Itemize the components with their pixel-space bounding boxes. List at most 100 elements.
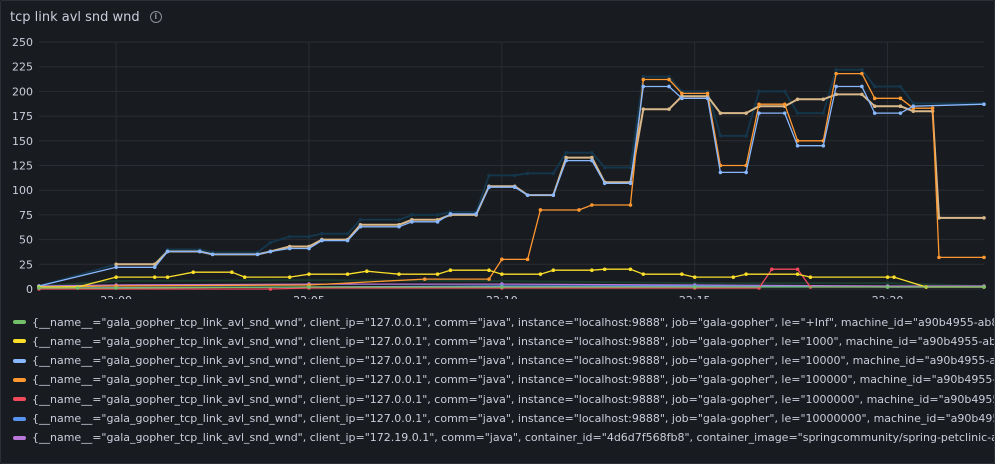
series-line-3-point[interactable]: [898, 96, 903, 101]
legend-item[interactable]: {__name__="gala_gopher_tcp_link_avl_snd_…: [13, 410, 994, 428]
series-line-1-point[interactable]: [191, 270, 196, 275]
series-line-1-point[interactable]: [731, 275, 736, 279]
series-line-2-point[interactable]: [287, 246, 292, 251]
series-line-1-point[interactable]: [628, 267, 633, 272]
series-line-0-point[interactable]: [75, 286, 80, 290]
series-line-3-point[interactable]: [667, 77, 671, 82]
series-line-extra-1-point[interactable]: [641, 107, 646, 111]
series-line-3-point[interactable]: [872, 96, 877, 101]
series-line-2-point[interactable]: [982, 102, 986, 107]
series-line-0-point[interactable]: [307, 285, 311, 289]
series-line-extra-1-point[interactable]: [911, 109, 916, 113]
series-line-2-point[interactable]: [872, 111, 877, 115]
panel-title[interactable]: tcp link avl snd wnd: [10, 9, 140, 25]
series-line-2-point[interactable]: [590, 158, 594, 163]
series-line-1-point[interactable]: [538, 272, 543, 276]
series-line-2-point[interactable]: [795, 143, 800, 148]
legend-item[interactable]: {__name__="gala_gopher_tcp_link_avl_snd_…: [13, 371, 994, 389]
series-line-extra-1-point[interactable]: [982, 216, 986, 220]
series-line-2-point[interactable]: [551, 193, 556, 197]
series-line-3-point[interactable]: [834, 71, 838, 76]
series-line-extra-0-point[interactable]: [287, 234, 292, 239]
series-line-1-point[interactable]: [365, 269, 369, 274]
series-line-2-point[interactable]: [602, 181, 607, 186]
series-line-2-point[interactable]: [165, 249, 170, 254]
series-line-2-point[interactable]: [358, 224, 363, 229]
series-line-extra-0-point[interactable]: [320, 231, 324, 236]
series-line-3-point[interactable]: [782, 102, 787, 107]
series-line-2-point[interactable]: [834, 84, 838, 89]
series-line-2-point[interactable]: [307, 246, 311, 251]
series-line-2-point[interactable]: [718, 170, 723, 175]
series-line-extra-0-point[interactable]: [307, 234, 311, 239]
series-line-1-point[interactable]: [448, 268, 453, 273]
series-line-2-point[interactable]: [114, 265, 118, 270]
series-line-2-point[interactable]: [268, 249, 273, 254]
series-line-2-point[interactable]: [410, 220, 414, 224]
series-line-extra-0-point[interactable]: [744, 134, 748, 138]
series-line-4-point[interactable]: [795, 267, 800, 272]
series-line-1-point[interactable]: [114, 275, 118, 279]
series-line-2-point[interactable]: [628, 181, 633, 186]
series-line-extra-0-point[interactable]: [487, 173, 491, 178]
panel-header[interactable]: tcp link avl snd wnd i: [10, 7, 162, 27]
series-line-2-point[interactable]: [667, 84, 671, 89]
series-line-2-point[interactable]: [474, 212, 478, 216]
series-line-1-point[interactable]: [744, 272, 748, 276]
series-line-1-point[interactable]: [500, 272, 504, 276]
legend-item[interactable]: {__name__="gala_gopher_tcp_link_avl_snd_…: [13, 352, 994, 370]
series-line-extra-1[interactable]: [116, 93, 984, 266]
series-line-1-point[interactable]: [397, 272, 401, 276]
series-line-2-point[interactable]: [345, 238, 350, 243]
series-line-extra-0-point[interactable]: [525, 171, 530, 176]
series-line-extra-2-point[interactable]: [114, 279, 118, 283]
series-line-extra-0-point[interactable]: [564, 150, 568, 155]
series-line-2-point[interactable]: [757, 111, 761, 115]
series-line-1-point[interactable]: [435, 272, 440, 276]
series-line-extra-0-point[interactable]: [718, 134, 723, 138]
legend-item[interactable]: {__name__="gala_gopher_tcp_link_avl_snd_…: [13, 429, 994, 447]
series-line-3-point[interactable]: [705, 91, 710, 96]
series-line-extra-0-point[interactable]: [435, 213, 440, 217]
series-line-2-point[interactable]: [210, 252, 215, 257]
series-line-1-point[interactable]: [287, 275, 292, 279]
series-line-3-point[interactable]: [860, 71, 864, 76]
series-line-extra-0-point[interactable]: [397, 218, 401, 222]
series-line-2-point[interactable]: [680, 96, 684, 101]
series-line-extra-0-point[interactable]: [410, 213, 414, 217]
series-line-0-point[interactable]: [37, 286, 41, 290]
series-line-extra-2-point[interactable]: [500, 279, 504, 283]
series-line-2-point[interactable]: [397, 224, 401, 229]
series-line-2-point[interactable]: [564, 158, 568, 163]
legend-item[interactable]: {__name__="gala_gopher_tcp_link_avl_snd_…: [13, 332, 994, 350]
series-line-extra-1-point[interactable]: [564, 155, 568, 160]
series-line-extra-0-point[interactable]: [641, 74, 646, 79]
series-line-3-point[interactable]: [500, 257, 504, 262]
series-line-extra-0-point[interactable]: [602, 165, 607, 170]
series-line-1-point[interactable]: [692, 275, 697, 279]
series-line-extra-0-point[interactable]: [757, 89, 761, 94]
series-line-2-point[interactable]: [782, 111, 787, 115]
series-line-1-point[interactable]: [307, 272, 311, 276]
series-line-2-point[interactable]: [255, 252, 260, 257]
series-line-2-point[interactable]: [525, 193, 530, 197]
series-line-extra-1-point[interactable]: [744, 111, 748, 115]
series-line-2-point[interactable]: [821, 143, 826, 148]
series-line-extra-0[interactable]: [38, 68, 984, 287]
series-line-3-point[interactable]: [487, 277, 491, 281]
series-line-extra-0-point[interactable]: [667, 74, 671, 79]
series-line-1-point[interactable]: [680, 272, 684, 276]
series-line-extra-0-point[interactable]: [860, 67, 864, 72]
series-line-2-point[interactable]: [898, 111, 903, 115]
series-line-0-point[interactable]: [500, 285, 504, 289]
series-line-3-point[interactable]: [982, 255, 986, 260]
series-line-extra-1-point[interactable]: [937, 216, 941, 220]
series-line-1-point[interactable]: [892, 275, 896, 279]
series-line-3-point[interactable]: [937, 255, 941, 260]
series-line-0-point[interactable]: [114, 286, 118, 290]
series-line-3-point[interactable]: [930, 106, 935, 110]
legend-item[interactable]: {__name__="gala_gopher_tcp_link_avl_snd_…: [13, 313, 994, 331]
series-line-extra-1-point[interactable]: [114, 262, 118, 267]
series-line-extra-0-point[interactable]: [795, 111, 800, 115]
series-line-4-point[interactable]: [268, 287, 273, 291]
